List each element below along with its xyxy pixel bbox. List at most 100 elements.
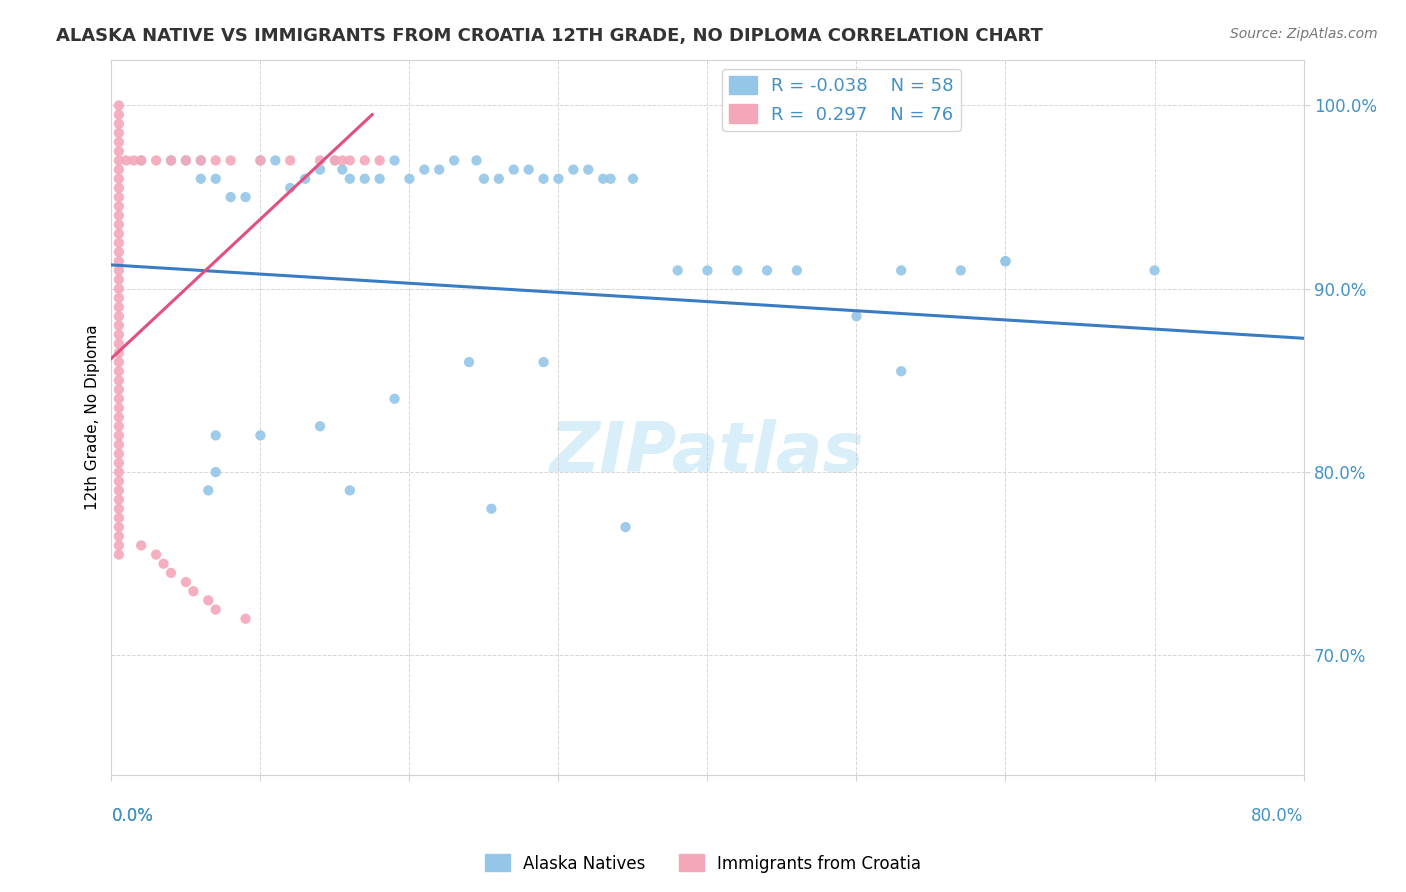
Point: [160, 566, 183, 580]
Point: [108, 327, 131, 342]
Point: [108, 254, 131, 268]
Point: [145, 153, 167, 168]
Point: [845, 310, 868, 324]
Point: [108, 419, 131, 434]
Point: [108, 355, 131, 369]
Point: [108, 492, 131, 507]
Point: [129, 538, 152, 552]
Point: [108, 181, 131, 195]
Point: [108, 153, 131, 168]
Point: [197, 593, 219, 607]
Point: [309, 419, 332, 434]
Point: [108, 447, 131, 461]
Point: [108, 475, 131, 489]
Point: [108, 501, 131, 516]
Point: [323, 153, 346, 168]
Point: [547, 171, 569, 186]
Point: [502, 162, 524, 177]
Point: [249, 153, 271, 168]
Point: [108, 272, 131, 286]
Point: [108, 346, 131, 360]
Point: [309, 162, 332, 177]
Point: [160, 153, 183, 168]
Point: [174, 153, 197, 168]
Point: [479, 501, 502, 516]
Point: [115, 153, 138, 168]
Point: [621, 171, 644, 186]
Point: [1143, 263, 1166, 277]
Point: [339, 483, 361, 498]
Point: [108, 162, 131, 177]
Point: [235, 612, 257, 626]
Point: [108, 107, 131, 121]
Point: [576, 162, 599, 177]
Text: ZIPatlas: ZIPatlas: [550, 419, 865, 486]
Point: [294, 171, 316, 186]
Point: [108, 437, 131, 451]
Point: [323, 153, 346, 168]
Text: Source: ZipAtlas.com: Source: ZipAtlas.com: [1230, 27, 1378, 41]
Point: [994, 254, 1017, 268]
Point: [108, 171, 131, 186]
Point: [108, 135, 131, 149]
Text: ALASKA NATIVE VS IMMIGRANTS FROM CROATIA 12TH GRADE, NO DIPLOMA CORRELATION CHAR: ALASKA NATIVE VS IMMIGRANTS FROM CROATIA…: [56, 27, 1043, 45]
Point: [413, 162, 436, 177]
Point: [278, 181, 301, 195]
Point: [398, 171, 420, 186]
Point: [108, 98, 131, 112]
Point: [219, 190, 242, 204]
Point: [725, 263, 748, 277]
Point: [108, 263, 131, 277]
Point: [249, 153, 271, 168]
Point: [108, 310, 131, 324]
Point: [108, 364, 131, 378]
Point: [339, 171, 361, 186]
Point: [108, 373, 131, 387]
Point: [368, 171, 391, 186]
Point: [108, 511, 131, 525]
Point: [235, 190, 257, 204]
Point: [190, 153, 212, 168]
Point: [384, 153, 406, 168]
Point: [339, 153, 361, 168]
Point: [108, 456, 131, 470]
Point: [488, 171, 510, 186]
Point: [427, 162, 450, 177]
Point: [472, 171, 495, 186]
Point: [129, 153, 152, 168]
Point: [890, 364, 912, 378]
Point: [122, 153, 145, 168]
Point: [108, 336, 131, 351]
Point: [368, 153, 391, 168]
Point: [108, 209, 131, 223]
Point: [108, 401, 131, 415]
Point: [174, 575, 197, 590]
Point: [145, 548, 167, 562]
Point: [108, 428, 131, 442]
Text: 0.0%: 0.0%: [111, 806, 153, 825]
Point: [108, 199, 131, 213]
Point: [264, 153, 287, 168]
Point: [994, 254, 1017, 268]
Point: [533, 171, 555, 186]
Point: [190, 171, 212, 186]
Point: [108, 300, 131, 314]
Point: [183, 584, 205, 599]
Point: [197, 483, 219, 498]
Point: [614, 520, 637, 534]
Point: [353, 171, 375, 186]
Legend: R = -0.038    N = 58, R =  0.297    N = 76: R = -0.038 N = 58, R = 0.297 N = 76: [723, 69, 960, 131]
Legend: Alaska Natives, Immigrants from Croatia: Alaska Natives, Immigrants from Croatia: [478, 847, 928, 880]
Point: [108, 318, 131, 333]
Point: [309, 153, 332, 168]
Point: [384, 392, 406, 406]
Point: [174, 153, 197, 168]
Point: [108, 145, 131, 159]
Point: [204, 428, 226, 442]
Point: [108, 190, 131, 204]
Point: [108, 392, 131, 406]
Y-axis label: 12th Grade, No Diploma: 12th Grade, No Diploma: [86, 325, 100, 510]
Point: [108, 126, 131, 140]
Point: [152, 557, 174, 571]
Point: [517, 162, 540, 177]
